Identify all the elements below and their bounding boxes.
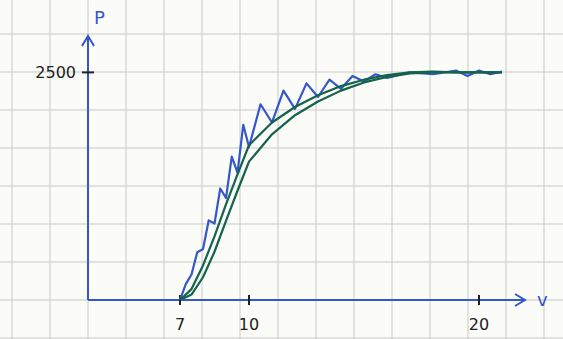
paper-line — [0, 262, 563, 263]
paper-line — [354, 0, 355, 339]
paper-line — [12, 0, 13, 339]
chart: v P 7 10 20 2500 — [0, 0, 563, 339]
x-tick-label: 10 — [239, 315, 259, 334]
x-arrow — [515, 294, 525, 306]
paper-line — [202, 0, 203, 339]
x-axis — [88, 299, 525, 301]
y-axis-label: P — [94, 7, 105, 28]
y-axis — [87, 36, 89, 300]
series-line — [180, 71, 502, 300]
paper-line — [430, 0, 431, 339]
paper-line — [316, 0, 317, 339]
y-tick-label: 2500 — [35, 63, 76, 82]
paper-line — [50, 0, 51, 339]
paper-line — [0, 338, 563, 339]
plot-area — [180, 71, 502, 300]
paper-line — [0, 186, 563, 187]
paper-line — [126, 0, 127, 339]
paper-line — [0, 34, 563, 35]
paper-line — [164, 0, 165, 339]
x-tick-label: 7 — [175, 315, 185, 334]
series-line — [180, 72, 502, 300]
paper-line — [88, 0, 89, 339]
paper-line — [278, 0, 279, 339]
paper-line — [0, 224, 563, 225]
x-axis-label: v — [537, 289, 548, 310]
y-arrow — [82, 36, 94, 46]
paper-line — [506, 0, 507, 339]
paper-line — [0, 148, 563, 149]
grid-paper — [0, 0, 563, 339]
y-tick — [82, 71, 94, 73]
series-line — [180, 72, 502, 301]
paper-line — [392, 0, 393, 339]
paper-line — [0, 110, 563, 111]
x-tick — [248, 295, 250, 305]
x-tick — [478, 295, 480, 305]
paper-line — [468, 0, 469, 339]
x-tick-label: 20 — [469, 315, 489, 334]
